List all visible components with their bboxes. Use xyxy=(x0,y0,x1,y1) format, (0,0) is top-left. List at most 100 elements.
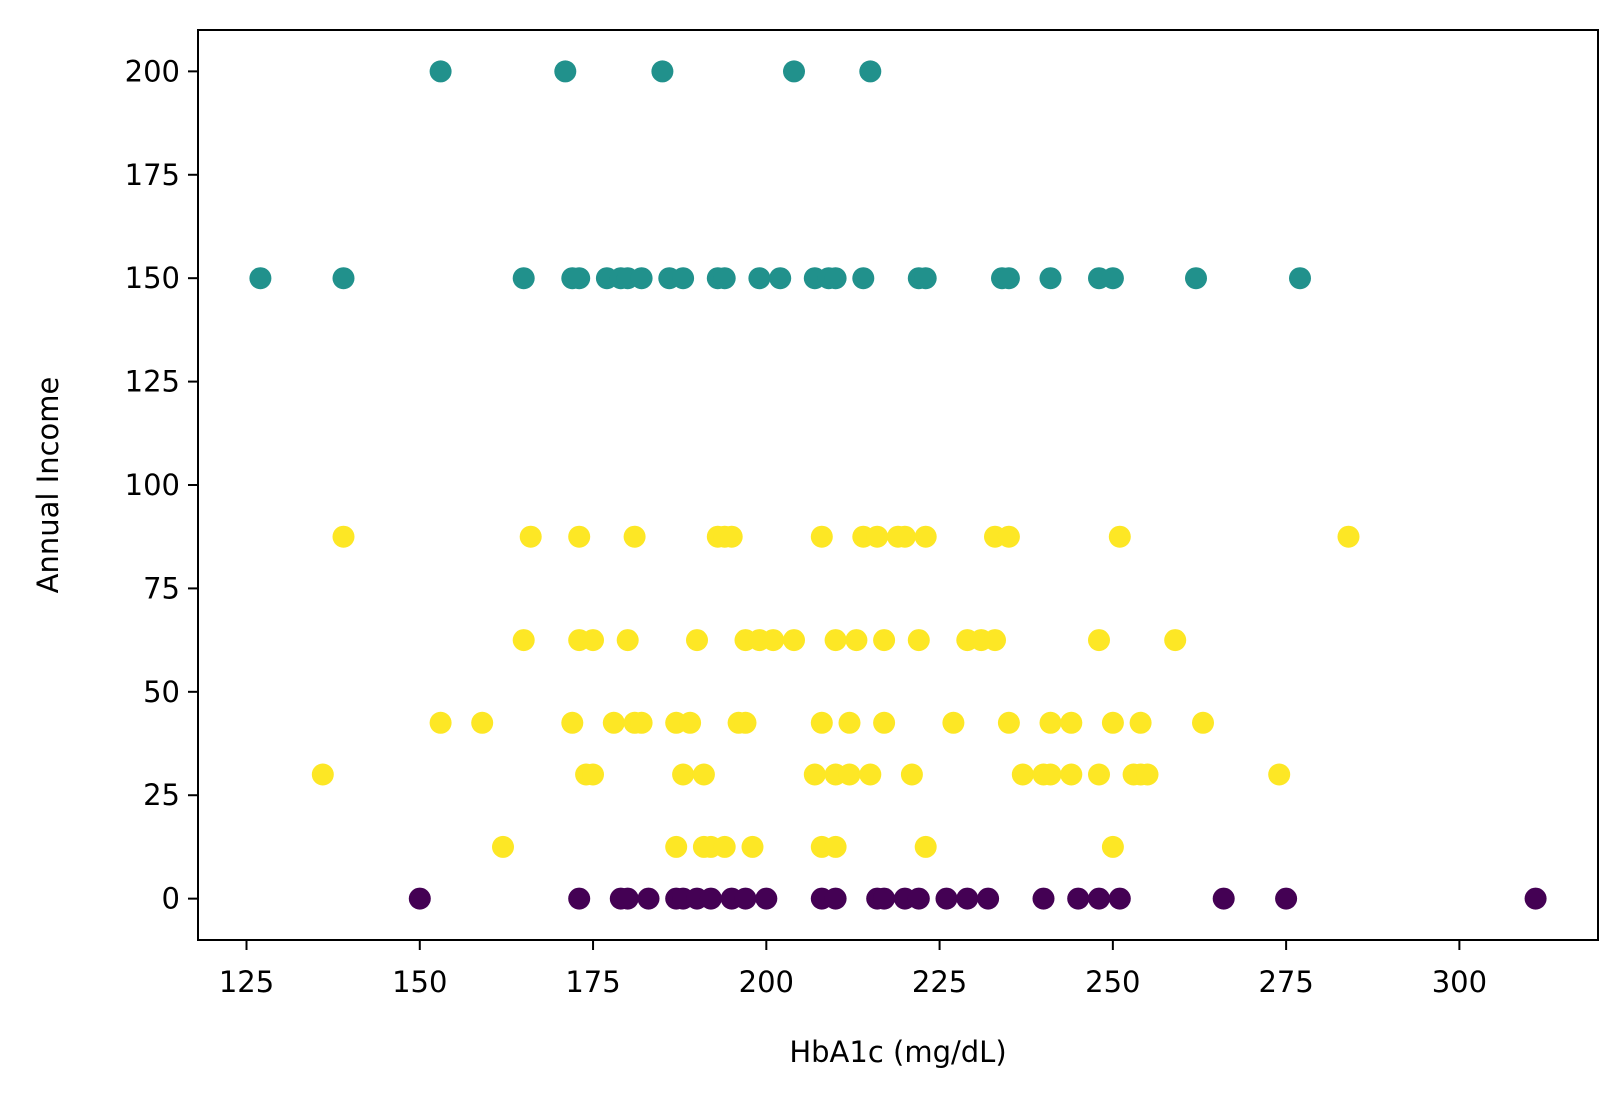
data-point xyxy=(665,835,688,858)
data-point xyxy=(734,711,757,734)
data-point xyxy=(824,629,847,652)
data-point xyxy=(783,629,805,652)
data-point xyxy=(512,629,535,652)
data-point xyxy=(1060,763,1083,786)
data-point xyxy=(734,887,757,910)
data-point xyxy=(900,763,923,786)
data-point xyxy=(630,267,653,290)
data-point xyxy=(1101,711,1124,734)
data-point xyxy=(332,525,355,548)
data-point xyxy=(1108,887,1131,910)
data-point xyxy=(914,835,937,858)
y-tick-label: 125 xyxy=(125,365,180,399)
y-tick-label: 0 xyxy=(162,882,180,916)
data-point xyxy=(845,629,868,652)
y-tick-label: 200 xyxy=(125,54,180,88)
data-point xyxy=(1067,887,1090,910)
data-point xyxy=(408,887,431,910)
x-tick-label: 200 xyxy=(739,965,794,999)
data-point xyxy=(741,835,764,858)
data-point xyxy=(311,763,334,786)
x-axis-label: HbA1c (mg/dL) xyxy=(789,1035,1006,1069)
data-point xyxy=(568,887,591,910)
data-point xyxy=(1337,525,1360,548)
x-tick-label: 275 xyxy=(1258,965,1313,999)
data-point xyxy=(713,835,736,858)
data-point xyxy=(686,629,708,652)
data-point xyxy=(1039,267,1062,290)
data-point xyxy=(935,887,958,910)
data-point xyxy=(672,267,695,290)
x-tick-label: 250 xyxy=(1085,965,1140,999)
data-point xyxy=(783,60,805,83)
data-point xyxy=(471,711,494,734)
data-point xyxy=(1524,887,1547,910)
data-point xyxy=(803,763,826,786)
y-axis-ticks: 0 25 50 75 100 125 150 175 200 xyxy=(125,54,198,916)
data-point xyxy=(554,60,577,83)
data-point xyxy=(914,267,937,290)
data-point xyxy=(1088,763,1110,786)
data-point xyxy=(568,525,591,548)
data-point xyxy=(748,267,771,290)
data-point xyxy=(997,711,1020,734)
x-tick-label: 175 xyxy=(565,965,620,999)
data-point xyxy=(824,267,847,290)
y-tick-label: 175 xyxy=(125,158,180,192)
y-tick-label: 50 xyxy=(143,675,180,709)
data-point xyxy=(810,711,833,734)
data-point xyxy=(914,525,937,548)
data-point xyxy=(1060,711,1083,734)
data-point xyxy=(1088,887,1110,910)
y-tick-label: 150 xyxy=(125,261,180,295)
data-point xyxy=(249,267,272,290)
data-point xyxy=(672,763,695,786)
data-point xyxy=(720,525,743,548)
data-point xyxy=(637,887,660,910)
data-point xyxy=(1011,763,1034,786)
data-point xyxy=(942,711,965,734)
data-point xyxy=(859,60,882,83)
data-point xyxy=(866,525,889,548)
y-tick-label: 75 xyxy=(143,571,180,605)
data-point xyxy=(824,835,847,858)
data-point xyxy=(1185,267,1207,290)
data-point xyxy=(859,763,882,786)
data-point xyxy=(762,629,785,652)
data-point xyxy=(984,629,1006,652)
data-point xyxy=(1108,525,1131,548)
data-point xyxy=(838,711,861,734)
data-point xyxy=(429,711,452,734)
y-axis-label: Annual Income xyxy=(31,377,65,594)
data-point xyxy=(332,267,355,290)
data-point xyxy=(997,267,1020,290)
data-point xyxy=(1192,711,1214,734)
data-point xyxy=(1032,887,1055,910)
data-point xyxy=(1164,629,1187,652)
data-point xyxy=(907,887,930,910)
data-point xyxy=(651,60,674,83)
data-point xyxy=(616,629,639,652)
data-point xyxy=(1101,267,1124,290)
data-point xyxy=(769,267,792,290)
data-point xyxy=(623,525,646,548)
data-point xyxy=(1212,887,1235,910)
data-point xyxy=(956,887,979,910)
data-point xyxy=(852,267,875,290)
data-point xyxy=(810,525,833,548)
data-point xyxy=(755,887,778,910)
data-point xyxy=(1039,711,1062,734)
data-point xyxy=(519,525,542,548)
data-point xyxy=(616,887,639,910)
data-point xyxy=(492,835,514,858)
data-point xyxy=(977,887,1000,910)
data-point xyxy=(1268,763,1291,786)
data-point xyxy=(838,763,861,786)
data-point xyxy=(713,267,736,290)
data-point xyxy=(1136,763,1159,786)
data-point xyxy=(1088,629,1110,652)
x-tick-label: 150 xyxy=(392,965,447,999)
data-point xyxy=(582,629,604,652)
